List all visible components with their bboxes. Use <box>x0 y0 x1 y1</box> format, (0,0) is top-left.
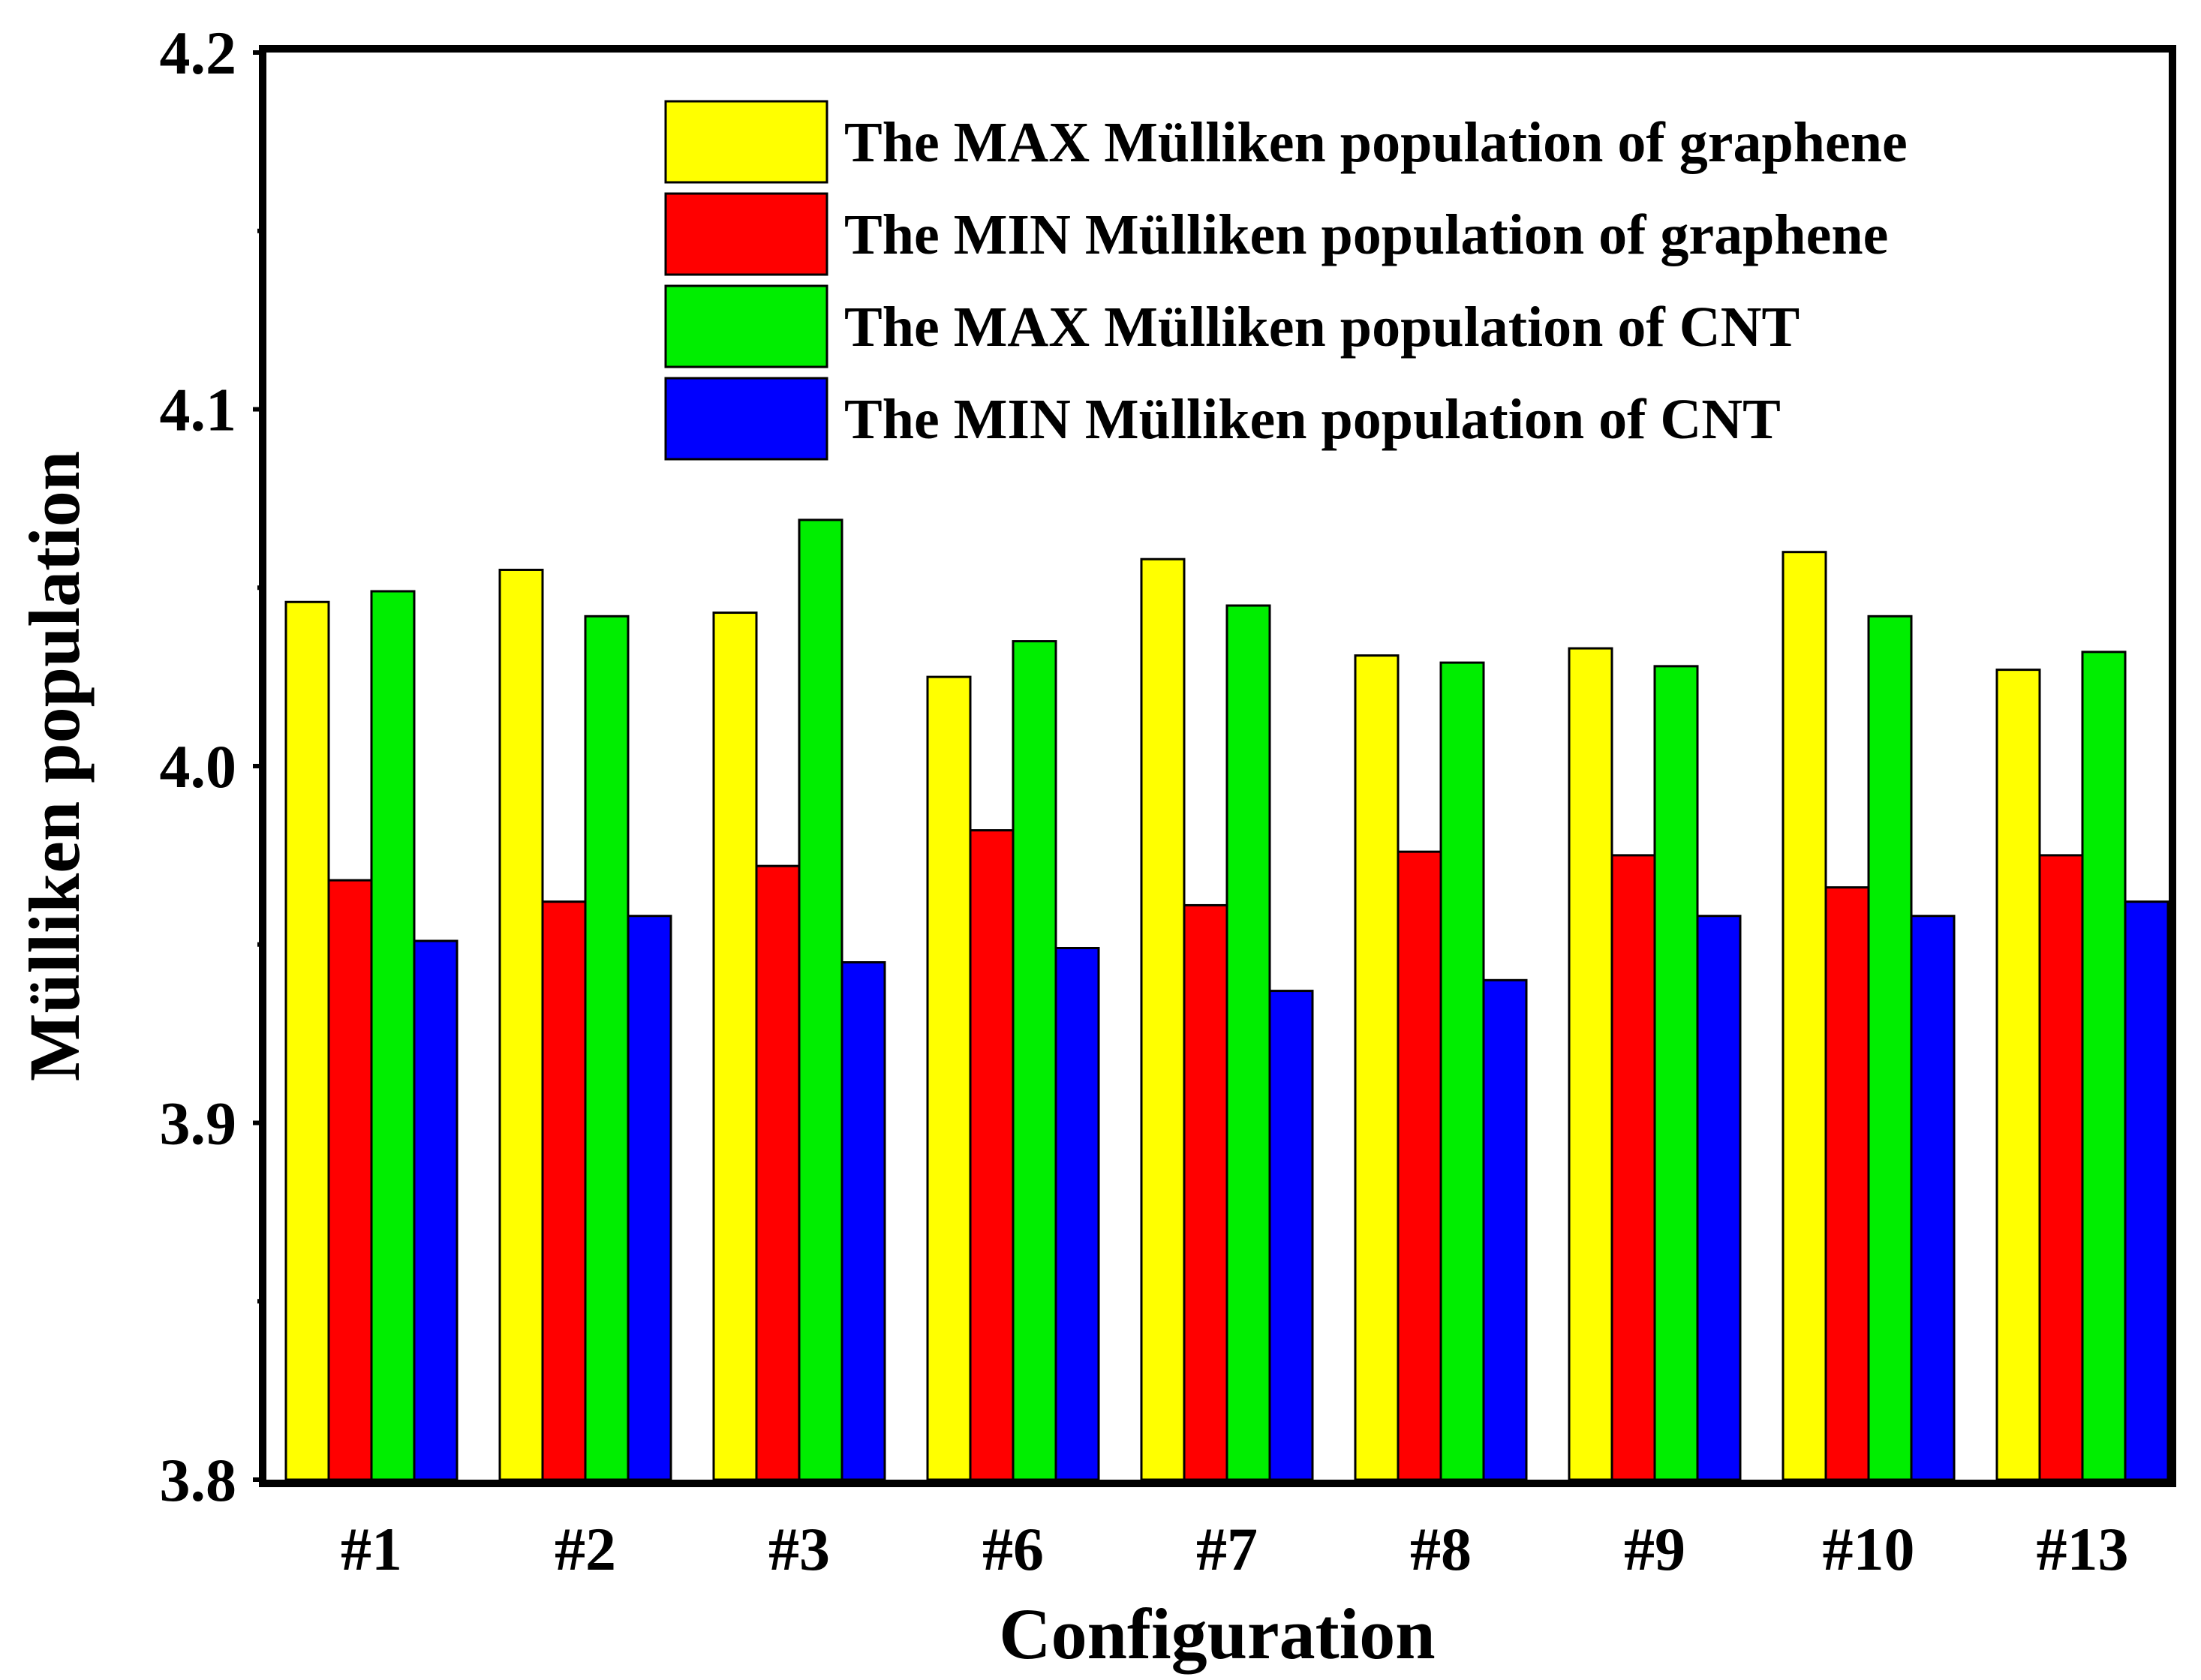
bar-s4-cfg10 <box>1910 915 1956 1481</box>
x-tick-label: #6 <box>982 1515 1044 1583</box>
bar-s3-cfg3 <box>798 518 843 1481</box>
bar-s1-cfg8 <box>1354 654 1400 1481</box>
y-tick-label: 3.9 <box>160 1089 237 1158</box>
x-tick-label: #9 <box>1624 1515 1685 1583</box>
bar-s4-cfg13 <box>2124 900 2169 1481</box>
x-tick-label: #13 <box>2037 1515 2129 1583</box>
bar-s3-cfg9 <box>1653 665 1699 1481</box>
bar-s4-cfg6 <box>1054 947 1100 1481</box>
bar-s2-cfg1 <box>327 879 373 1481</box>
legend-swatch-3 <box>664 284 828 368</box>
bar-s3-cfg1 <box>370 590 416 1481</box>
bar-s3-cfg13 <box>2081 651 2127 1481</box>
x-tick-label: #8 <box>1410 1515 1472 1583</box>
y-axis: 3.8 3.9 4.0 4.1 4.2 <box>160 19 266 1514</box>
y-tick-label: 4.0 <box>160 732 237 801</box>
bar-s4-cfg2 <box>627 915 672 1481</box>
bar-s1-cfg1 <box>284 600 330 1481</box>
legend-label-2: The MIN Mülliken population of graphene <box>844 203 1888 266</box>
y-tick-label: 4.2 <box>160 19 237 87</box>
bar-s1-cfg7 <box>1140 557 1186 1481</box>
x-tick-label: #1 <box>341 1515 402 1583</box>
legend-swatch-2 <box>664 192 828 276</box>
x-tick-label: #2 <box>555 1515 616 1583</box>
bar-s3-cfg6 <box>1012 640 1057 1481</box>
bar-s1-cfg2 <box>498 568 544 1481</box>
bar-s4-cfg8 <box>1482 978 1528 1481</box>
bar-s2-cfg6 <box>969 829 1015 1481</box>
bar-s2-cfg9 <box>1610 854 1656 1481</box>
bar-s4-cfg1 <box>413 939 459 1481</box>
x-tick-label: #7 <box>1196 1515 1258 1583</box>
x-axis-title: Configuration <box>999 1594 1435 1674</box>
legend: The MAX Mülliken population of graphene T… <box>664 100 1908 461</box>
bar-s4-cfg9 <box>1696 915 1742 1481</box>
legend-label-4: The MIN Mülliken population of CNT <box>844 388 1781 451</box>
bar-s3-cfg7 <box>1225 604 1271 1481</box>
bar-s2-cfg8 <box>1397 850 1442 1481</box>
bar-s2-cfg7 <box>1183 903 1228 1481</box>
x-tick-label: #3 <box>768 1515 830 1583</box>
bar-s1-cfg3 <box>712 612 758 1481</box>
x-tick-label: #10 <box>1823 1515 1915 1583</box>
x-axis: #1 #2 #3 #6 #7 #8 #9 #10 #13 <box>341 1515 2129 1583</box>
bar-s2-cfg3 <box>755 864 801 1481</box>
bar-s3-cfg8 <box>1439 661 1485 1481</box>
legend-label-3: The MAX Mülliken population of CNT <box>844 296 1800 359</box>
bar-s1-cfg10 <box>1782 551 1827 1481</box>
y-axis-title: Mülliken population <box>14 451 95 1081</box>
bar-s2-cfg10 <box>1824 886 1870 1481</box>
y-tick-label: 4.1 <box>160 376 237 444</box>
bars-layer <box>284 518 2169 1481</box>
bar-s1-cfg6 <box>926 675 972 1481</box>
bar-s4-cfg3 <box>840 961 886 1481</box>
bar-s3-cfg2 <box>584 615 630 1481</box>
bar-s4-cfg7 <box>1268 990 1314 1481</box>
legend-swatch-1 <box>664 100 828 184</box>
bar-s1-cfg13 <box>1995 669 2041 1481</box>
bar-s2-cfg13 <box>2038 854 2084 1481</box>
y-tick-label: 3.8 <box>160 1446 237 1514</box>
bar-s1-cfg9 <box>1568 647 1613 1481</box>
bar-s2-cfg2 <box>541 900 587 1481</box>
legend-swatch-4 <box>664 377 828 461</box>
bar-s3-cfg10 <box>1867 615 1913 1481</box>
legend-label-1: The MAX Mülliken population of graphene <box>844 111 1908 174</box>
